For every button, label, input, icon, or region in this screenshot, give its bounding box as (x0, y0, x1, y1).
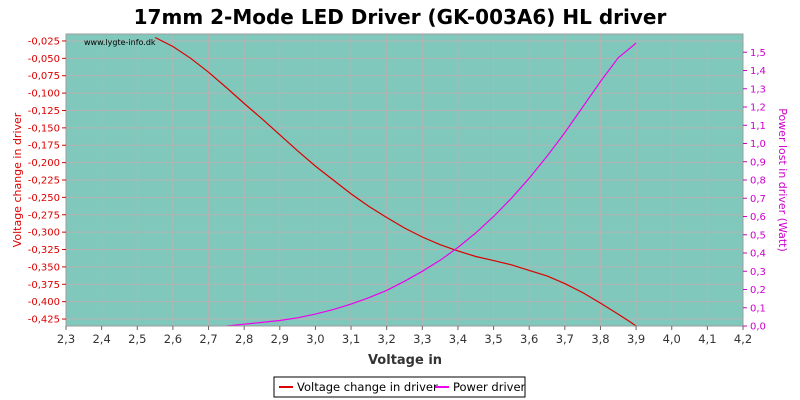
x-tick-label: 2,3 (57, 332, 75, 346)
legend: Voltage change in driver Power driver (273, 376, 526, 398)
x-tick-label: 3,4 (449, 332, 467, 346)
series-line-voltage-change (154, 36, 637, 326)
series-layer (154, 36, 637, 326)
left-tick-label: -0,400 (28, 297, 60, 308)
left-tick-label: -0,375 (28, 280, 60, 291)
left-tick-label: -0,175 (28, 141, 60, 152)
left-tick-label: -0,425 (28, 315, 60, 326)
right-tick-label: 0,5 (750, 230, 766, 241)
x-tick-label: 3,0 (306, 332, 324, 346)
left-tick-label: -0,350 (28, 262, 60, 273)
left-tick-label: -0,125 (28, 106, 60, 117)
x-tick-label: 3,5 (484, 332, 502, 346)
watermark: www.lygte-info.dk (84, 38, 156, 47)
x-tick-label: 3,1 (342, 332, 360, 346)
left-tick-label: -0,150 (28, 123, 60, 134)
right-tick-label: 0,3 (750, 267, 766, 278)
left-tick-label: -0,050 (28, 54, 60, 65)
x-tick-label: 4,1 (698, 332, 716, 346)
right-tick-label: 1,3 (750, 84, 766, 95)
right-tick-label: 1,0 (750, 139, 766, 150)
right-tick-label: 1,5 (750, 48, 766, 59)
left-tick-label: -0,225 (28, 176, 60, 187)
right-tick-label: 0,7 (750, 194, 766, 205)
x-axis-label: Voltage in (368, 353, 442, 368)
left-tick-label: -0,325 (28, 245, 60, 256)
left-tick-label: -0,275 (28, 210, 60, 221)
right-tick-label: 0,9 (750, 157, 766, 168)
right-tick-label: 0,2 (750, 285, 766, 296)
right-tick-label: 0,0 (750, 322, 766, 333)
x-tick-label: 3,9 (627, 332, 645, 346)
x-tick-label: 3,2 (378, 332, 396, 346)
x-axis-ticks: 2,3 2,4 2,5 2,6 2,7 2,8 2,9 3,0 3,1 3,2 3,3 3,4 3,5 3… (57, 326, 752, 346)
y-axis-left-label: Voltage change in driver (11, 112, 24, 247)
left-axis-ticks: -0,025 -0,050 -0,075 -0,100 -0,125 -0,150 -0,1… (28, 36, 66, 326)
chart-title: 17mm 2-Mode LED Driver (GK-003A6) HL dri… (134, 5, 667, 29)
left-tick-label: -0,250 (28, 193, 60, 204)
right-tick-label: 0,6 (750, 212, 766, 223)
x-tick-label: 4,0 (663, 332, 681, 346)
x-tick-label: 2,6 (164, 332, 182, 346)
left-tick-label: -0,300 (28, 228, 60, 239)
legend-label-voltage-change: Voltage change in driver (297, 380, 438, 394)
x-tick-label: 2,9 (271, 332, 289, 346)
y-axis-right-label: Power lost in driver (Watt) (776, 108, 789, 252)
x-tick-label: 3,3 (413, 332, 431, 346)
x-tick-label: 3,8 (591, 332, 609, 346)
right-tick-label: 1,4 (750, 66, 766, 77)
right-tick-label: 0,1 (750, 303, 766, 314)
right-axis-ticks: 0,0 0,1 0,2 0,3 0,4 0,5 0,6 0,7 0,8 0,9 1,0 1,1 1,2 1… (743, 48, 766, 333)
series-line-power-driver (226, 42, 637, 326)
right-tick-label: 0,8 (750, 176, 766, 187)
x-tick-label: 4,2 (734, 332, 752, 346)
x-tick-label: 3,6 (520, 332, 538, 346)
x-tick-label: 2,7 (199, 332, 217, 346)
left-tick-label: -0,100 (28, 89, 60, 100)
x-tick-label: 3,7 (556, 332, 574, 346)
x-tick-label: 2,4 (92, 332, 110, 346)
legend-label-power-driver: Power driver (453, 380, 526, 394)
left-tick-label: -0,200 (28, 158, 60, 169)
left-tick-label: -0,025 (28, 36, 60, 47)
x-tick-label: 2,8 (235, 332, 253, 346)
legend-box (273, 376, 526, 398)
left-tick-label: -0,075 (28, 71, 60, 82)
right-tick-label: 1,1 (750, 121, 766, 132)
right-tick-label: 0,4 (750, 249, 766, 260)
x-tick-label: 2,5 (128, 332, 146, 346)
right-tick-label: 1,2 (750, 103, 766, 114)
